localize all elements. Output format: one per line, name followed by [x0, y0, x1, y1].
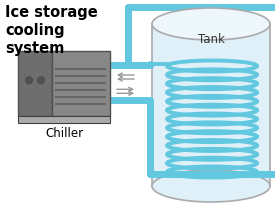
Ellipse shape — [152, 170, 270, 202]
Bar — [52, 52, 110, 116]
Circle shape — [26, 77, 32, 84]
Bar — [152, 25, 270, 186]
Text: Ice storage
cooling
system: Ice storage cooling system — [5, 5, 98, 56]
Bar — [18, 52, 52, 116]
Ellipse shape — [152, 9, 270, 41]
Text: Chiller: Chiller — [45, 126, 83, 139]
Text: Tank: Tank — [197, 33, 224, 46]
Circle shape — [37, 77, 45, 84]
Bar — [18, 116, 110, 123]
